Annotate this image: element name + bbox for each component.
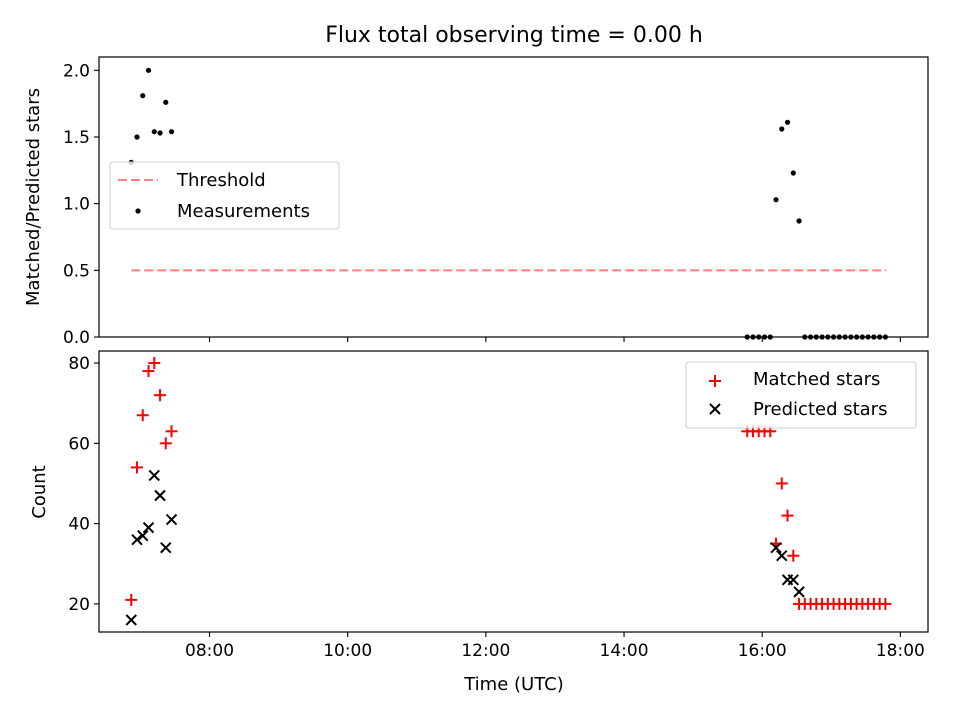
matched-star-point [142, 365, 155, 378]
measurement-point [784, 119, 791, 125]
legend-matched-swatch [709, 375, 721, 387]
predicted-star-point [154, 489, 166, 502]
predicted-star-point [770, 541, 782, 554]
legend-predicted-label: Predicted stars [753, 399, 887, 420]
count-y-axis-label: Count [29, 465, 50, 518]
x-axis-label: Time (UTC) [463, 674, 564, 695]
x-tick-label: 12:00 [461, 641, 510, 661]
ratio-y-tick-label: 1.0 [63, 195, 90, 215]
matched-star-point [136, 409, 149, 422]
count-y-tick-label: 60 [68, 434, 90, 454]
predicted-star-point [142, 521, 155, 534]
measurement-point [168, 129, 175, 135]
measurement-point [790, 170, 796, 176]
matched-star-point [781, 509, 794, 522]
count-panel: 08:00 10:00 12:00 14:00 16:00 18:00 20 40 60 80 C… [29, 350, 929, 695]
count-plot-area: 08:00 10:00 12:00 14:00 16:00 18:00 20 40 60 80 [68, 354, 925, 661]
measurement-point [134, 134, 140, 140]
predicted-star-point [160, 541, 172, 554]
ratio-y-tick-label: 2.0 [63, 61, 90, 81]
legend-measurements-label: Measurements [177, 201, 310, 222]
predicted-star-point [776, 550, 788, 562]
ratio-y-axis-label: Matched/Predicted stars [23, 88, 44, 306]
predicted-star-point [793, 586, 805, 598]
x-tick-label: 16:00 [738, 641, 787, 661]
measurement-point [151, 129, 157, 135]
measurement-point [796, 218, 802, 224]
measurement-point [140, 93, 146, 99]
matched-star-point [787, 549, 800, 562]
predicted-star-point [787, 574, 799, 586]
matched-star-point [148, 357, 161, 370]
ratio-y-tick-label: 0.5 [63, 261, 90, 281]
legend-measurements-swatch [135, 208, 141, 214]
count-y-tick-label: 20 [68, 595, 90, 615]
predicted-star-point [165, 513, 178, 526]
count-legend-box [685, 361, 917, 429]
count-y-tick-label: 40 [68, 515, 90, 535]
ratio-y-tick-label: 1.5 [63, 128, 90, 148]
ratio-legend-box [109, 161, 340, 230]
x-tick-label: 14:00 [600, 641, 649, 661]
predicted-star-point [125, 614, 137, 626]
measurement-point [163, 99, 169, 105]
ratio-plot-area: 0.0 0.5 1.0 1.5 2.0 [63, 61, 901, 348]
measurement-point [145, 67, 152, 73]
matched-star-point [125, 593, 138, 606]
legend-threshold-label: Threshold [176, 170, 266, 191]
legend-matched-label: Matched stars [753, 369, 880, 390]
legend-predicted-swatch [709, 403, 721, 415]
measurement-point [157, 130, 163, 136]
x-tick-label: 08:00 [185, 641, 234, 661]
matched-star-point [154, 389, 167, 402]
ratio-panel: 0.00.51.01.52.0 Matched/Predicted stars … [23, 56, 929, 348]
matched-star-point [130, 461, 143, 474]
x-tick-label: 10:00 [323, 641, 372, 661]
matched-star-point [159, 437, 172, 450]
matched-star-point [775, 477, 788, 490]
x-tick-label: 18:00 [876, 641, 925, 661]
predicted-star-point [137, 529, 149, 542]
ratio-legend: Threshold Measurements [109, 161, 340, 230]
count-axes-frame [98, 350, 929, 633]
figure-title: Flux total observing time = 0.00 h [325, 23, 703, 48]
predicted-star-point [148, 469, 160, 482]
ratio-axes-frame [98, 56, 929, 338]
matched-star-point [879, 597, 892, 610]
count-legend: Matched stars Predicted stars [685, 361, 917, 429]
ratio-y-tick-label: 0.0 [63, 328, 90, 348]
matched-star-point [165, 425, 178, 438]
predicted-star-point [131, 533, 143, 546]
count-y-tick-label: 80 [68, 354, 90, 374]
measurement-point [773, 197, 779, 203]
measurement-point [779, 126, 785, 132]
